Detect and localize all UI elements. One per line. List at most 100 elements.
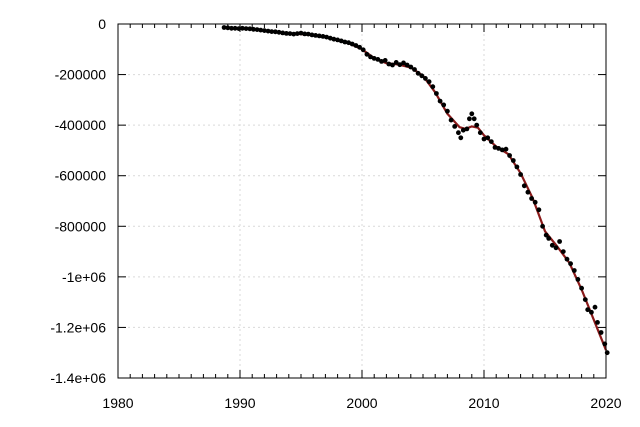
data-point	[536, 207, 542, 213]
data-point	[529, 196, 534, 201]
data-point	[474, 122, 480, 128]
data-point	[589, 309, 594, 315]
data-point	[503, 146, 509, 152]
data-point	[441, 102, 447, 108]
data-point	[243, 26, 249, 31]
data-point	[371, 56, 377, 61]
data-point	[258, 27, 264, 33]
data-point	[460, 127, 466, 133]
data-point	[401, 60, 406, 66]
tick-labels: 1980 1990 2000 2010 2020 0 -200000 -400000 -6000…	[50, 16, 621, 411]
data-point	[458, 135, 464, 141]
data-point	[386, 61, 392, 67]
data-point	[364, 51, 370, 57]
data-point	[540, 223, 545, 229]
data-point	[525, 189, 531, 195]
data-point	[419, 73, 425, 79]
data-point	[302, 31, 308, 37]
data-point	[521, 183, 527, 189]
data-point	[456, 130, 461, 136]
data-point	[543, 232, 549, 238]
data-point	[557, 239, 562, 244]
data-point	[437, 98, 443, 104]
y-tick-label: -1.2e+06	[50, 319, 106, 335]
data-point	[514, 164, 520, 170]
data-point	[412, 67, 417, 72]
data-point	[488, 139, 494, 145]
data-point	[284, 31, 289, 36]
data-point	[507, 153, 512, 158]
data-point	[549, 242, 555, 248]
data-point	[423, 76, 428, 81]
data-point	[320, 34, 326, 39]
data-point	[342, 39, 348, 45]
y-tick-label: -1.4e+06	[50, 370, 106, 386]
data-point	[571, 268, 577, 273]
data-point	[575, 277, 581, 282]
data-point	[499, 147, 505, 153]
data-point	[232, 25, 238, 31]
data-point	[269, 29, 275, 34]
y-tick-label: -600000	[55, 168, 107, 184]
data-point	[448, 117, 454, 123]
data-point	[240, 25, 245, 31]
data-point	[287, 31, 293, 36]
data-point	[276, 29, 282, 35]
y-tick-label: -800000	[55, 218, 107, 234]
data-point	[273, 29, 278, 35]
data-point	[229, 25, 234, 31]
x-tick-label: 2020	[590, 395, 621, 411]
data-point	[331, 36, 337, 42]
data-point	[469, 111, 475, 117]
data-point	[265, 28, 271, 34]
data-point	[546, 236, 552, 241]
data-point	[338, 38, 344, 44]
grid	[118, 24, 606, 378]
data-point	[298, 30, 304, 36]
data-point	[445, 108, 450, 114]
data-point	[415, 70, 421, 76]
data-point	[560, 249, 566, 255]
data-point	[349, 41, 355, 47]
data-point	[221, 25, 227, 30]
data-point	[430, 84, 436, 90]
data-point	[426, 79, 432, 85]
data-point	[353, 43, 359, 48]
data-point	[598, 330, 604, 335]
data-point	[313, 33, 318, 38]
data-point	[375, 57, 381, 62]
data-point	[408, 64, 414, 70]
data-point	[477, 130, 483, 136]
y-tick-label: -400000	[55, 117, 107, 133]
y-tick-label: -200000	[55, 67, 107, 83]
data-point	[291, 31, 297, 37]
data-point	[467, 116, 472, 122]
data-point	[397, 62, 403, 68]
data-point	[335, 37, 340, 43]
data-point	[553, 245, 559, 251]
y-tick-label: 0	[98, 16, 106, 32]
data-point	[254, 27, 260, 32]
data-point	[247, 26, 253, 32]
data-point	[496, 146, 501, 151]
data-point	[481, 136, 487, 142]
data-point	[532, 199, 538, 205]
data-point	[309, 32, 315, 38]
data-point	[592, 304, 598, 310]
data-point	[393, 60, 399, 65]
data-point	[492, 145, 498, 150]
data-point	[280, 30, 286, 36]
x-tick-label: 1980	[102, 395, 133, 411]
data-point	[452, 124, 458, 129]
data-point	[434, 91, 439, 96]
data-point	[510, 158, 516, 163]
data-point	[579, 285, 584, 291]
ticks	[117, 23, 607, 379]
data-point	[464, 126, 470, 132]
y-tick-label: -1e+06	[62, 269, 106, 285]
data-point	[564, 256, 570, 262]
data-point	[360, 47, 366, 53]
data-point	[595, 320, 600, 325]
